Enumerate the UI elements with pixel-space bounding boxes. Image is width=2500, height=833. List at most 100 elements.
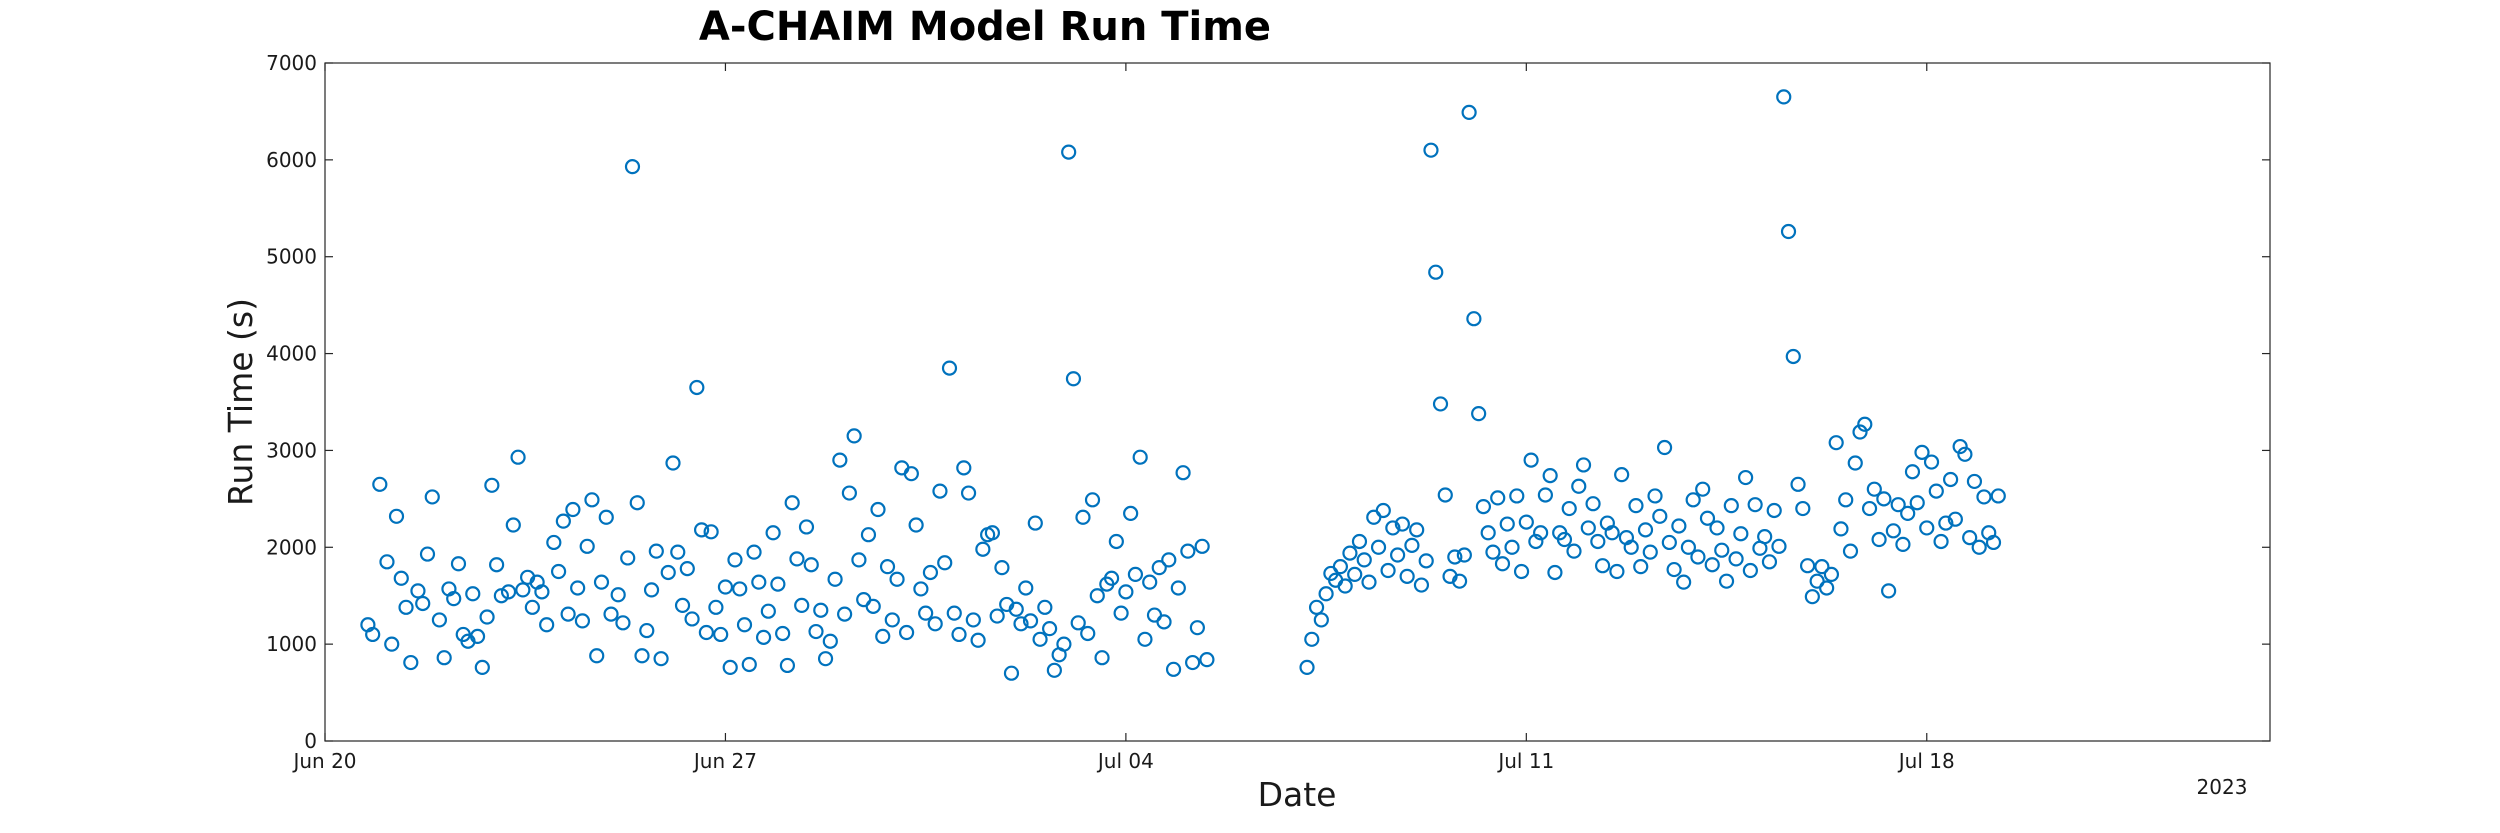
data-point (1876, 491, 1892, 507)
data-point (1623, 539, 1639, 555)
data-point (1151, 560, 1167, 576)
data-point (1361, 574, 1377, 590)
data-point (1857, 416, 1873, 432)
data-point (1409, 522, 1425, 538)
data-point (798, 519, 815, 535)
data-point (1580, 520, 1596, 536)
data-point (965, 612, 981, 628)
data-point (629, 495, 645, 511)
data-point (1804, 589, 1820, 605)
data-point (1194, 538, 1210, 554)
data-point (515, 582, 531, 598)
data-point (1628, 498, 1644, 514)
data-point (1947, 511, 1963, 527)
data-point (1137, 631, 1153, 647)
data-point (1304, 631, 1320, 647)
data-point (1380, 562, 1396, 579)
data-point (1528, 533, 1544, 550)
data-point (593, 574, 610, 590)
data-point (1351, 533, 1368, 550)
data-point (1838, 492, 1854, 508)
data-point (1061, 144, 1077, 160)
data-point (639, 622, 655, 639)
data-point (1533, 525, 1549, 541)
data-point (1037, 599, 1053, 615)
data-point (879, 559, 896, 575)
y-tick-label: 2000 (266, 535, 317, 559)
data-point (741, 656, 757, 673)
data-point (760, 603, 776, 619)
data-point (1490, 490, 1506, 506)
data-point (1885, 523, 1901, 539)
data-point (1671, 518, 1687, 534)
chart-title: A-CHAIM Model Run Time (699, 4, 1271, 50)
data-point (694, 522, 710, 538)
data-point (1728, 551, 1744, 567)
y-axis-label: Run Time (s) (221, 298, 260, 506)
data-point (1985, 534, 2002, 551)
data-point (1556, 531, 1573, 548)
data-point (1828, 435, 1844, 451)
data-point (1499, 516, 1515, 532)
data-point (393, 570, 409, 586)
data-point (1666, 561, 1682, 578)
data-point (1771, 538, 1787, 554)
data-point (1485, 544, 1501, 560)
data-point (1909, 495, 1925, 511)
data-point (1461, 104, 1477, 120)
data-point (865, 598, 881, 614)
y-tick-label: 5000 (266, 245, 317, 269)
data-point (1080, 625, 1096, 642)
x-tick-label: Jul 18 (1897, 749, 1955, 773)
data-point (1451, 573, 1468, 589)
data-point (1132, 449, 1148, 465)
data-point (584, 492, 600, 508)
data-point (1733, 526, 1749, 542)
data-point (1423, 142, 1439, 158)
data-point (570, 580, 586, 596)
data-point (1123, 505, 1139, 521)
x-tick-label: Jun 20 (291, 749, 356, 773)
data-point (653, 651, 669, 667)
data-point (510, 449, 526, 465)
data-point (1609, 563, 1625, 580)
data-point (1895, 536, 1911, 552)
data-point (1103, 570, 1120, 586)
data-point (550, 563, 567, 580)
data-point (779, 657, 796, 674)
data-point (624, 159, 641, 175)
data-point (1537, 487, 1553, 503)
data-point (1742, 562, 1758, 579)
data-point (410, 583, 426, 599)
y-tick-label: 6000 (266, 148, 317, 172)
data-point (1962, 529, 1978, 546)
data-point (1089, 588, 1105, 604)
data-point (579, 538, 595, 554)
data-point (505, 517, 521, 533)
data-point (1494, 556, 1511, 572)
data-point (1861, 500, 1878, 517)
data-point (970, 632, 986, 648)
data-point (1475, 499, 1492, 515)
data-point (1656, 439, 1673, 456)
data-point (474, 659, 490, 675)
data-point (1799, 558, 1816, 574)
data-point (684, 611, 700, 627)
data-point (975, 541, 991, 557)
data-point (1185, 654, 1201, 671)
data-point (1571, 478, 1587, 494)
data-point (1690, 549, 1706, 565)
y-tick-label: 0 (304, 729, 317, 753)
data-point (870, 501, 886, 518)
data-point (1518, 514, 1534, 530)
data-point (1714, 542, 1730, 558)
data-point (1661, 534, 1677, 551)
data-point (372, 476, 388, 492)
data-point (1847, 455, 1863, 471)
data-point (1394, 516, 1410, 532)
data-point (1904, 464, 1921, 480)
data-point (765, 525, 781, 541)
data-point (1900, 505, 1916, 521)
data-point (1814, 559, 1830, 575)
data-point (851, 552, 867, 568)
